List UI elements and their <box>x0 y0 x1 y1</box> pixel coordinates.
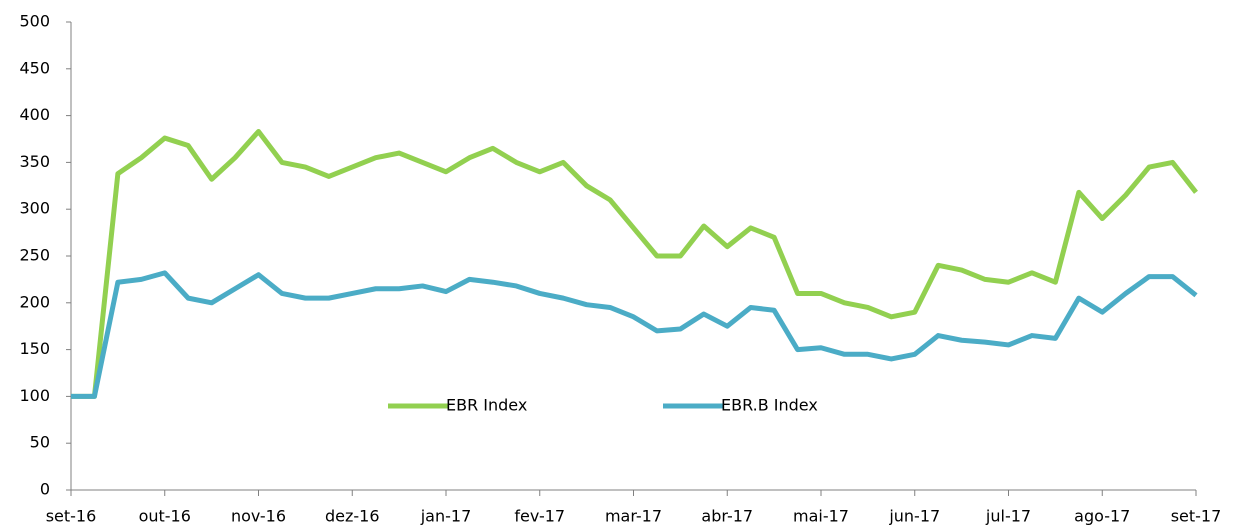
series-line <box>71 129 1198 399</box>
x-tick-label: nov-16 <box>231 507 286 526</box>
y-tick-label: 200 <box>19 292 50 311</box>
x-tick-label: ago-17 <box>1074 507 1130 526</box>
y-tick-label: 300 <box>19 199 50 218</box>
x-tick-label: out-16 <box>139 507 191 526</box>
legend-label: EBR Index <box>446 396 527 415</box>
x-tick-label: jan-17 <box>420 507 472 526</box>
x-tick-label: abr-17 <box>701 507 753 526</box>
legend-label: EBR.B Index <box>721 396 818 415</box>
y-tick-label: 150 <box>19 339 50 358</box>
x-tick-label: fev-17 <box>514 507 565 526</box>
series-line <box>71 270 1198 399</box>
x-tick-label: mai-17 <box>793 507 849 526</box>
y-tick-label: 250 <box>19 246 50 265</box>
y-tick-label: 100 <box>19 386 50 405</box>
x-tick-label: jun-17 <box>888 507 940 526</box>
x-tick-label: mar-17 <box>605 507 662 526</box>
y-tick-label: 350 <box>19 152 50 171</box>
y-tick-label: 0 <box>40 480 50 499</box>
x-tick-label: set-17 <box>1171 507 1222 526</box>
y-tick-label: 50 <box>30 433 50 452</box>
x-tick-label: set-16 <box>46 507 97 526</box>
x-tick-label: jul-17 <box>985 507 1031 526</box>
y-tick-label: 450 <box>19 58 50 77</box>
x-tick-label: dez-16 <box>325 507 380 526</box>
y-tick-label: 500 <box>19 12 50 31</box>
y-tick-label: 400 <box>19 105 50 124</box>
